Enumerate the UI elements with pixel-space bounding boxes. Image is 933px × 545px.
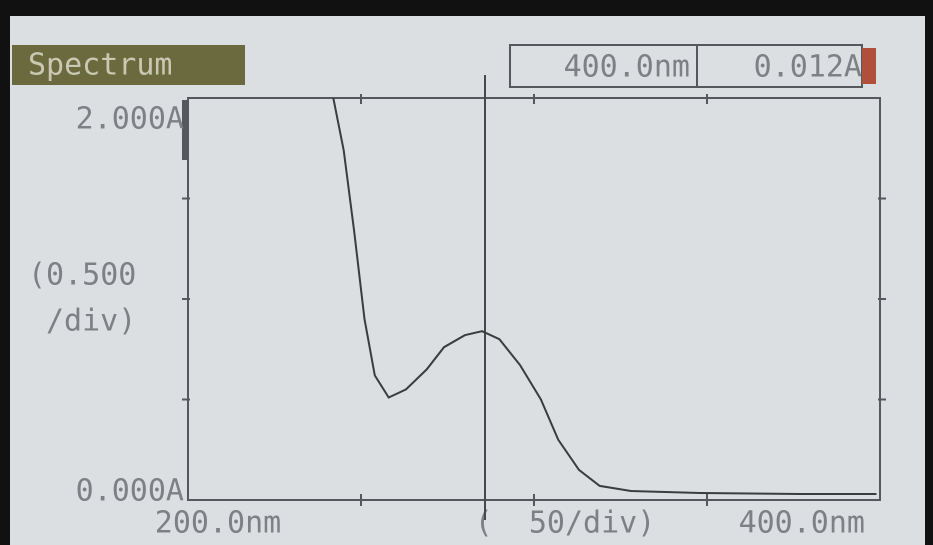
x-axis-label: ( 50/div) xyxy=(475,506,656,541)
title: Spectrum xyxy=(28,48,173,83)
screen: Spectrum 400.0nm 0.012A (0.500 /div) ( 5… xyxy=(0,0,933,545)
y-tick-label: 0.000A xyxy=(76,474,184,509)
y-axis-label: /div) xyxy=(46,304,136,339)
x-tick-label: 200.0nm xyxy=(155,506,281,541)
y-tick-label: 2.000A xyxy=(76,102,184,137)
x-tick-label: 400.0nm xyxy=(739,506,865,541)
display xyxy=(10,16,925,545)
cursor-wavelength: 400.0nm xyxy=(564,50,690,85)
cursor-absorbance: 0.012A xyxy=(754,50,862,85)
y-axis-label: (0.500 xyxy=(28,258,136,293)
status-icon xyxy=(862,48,876,84)
